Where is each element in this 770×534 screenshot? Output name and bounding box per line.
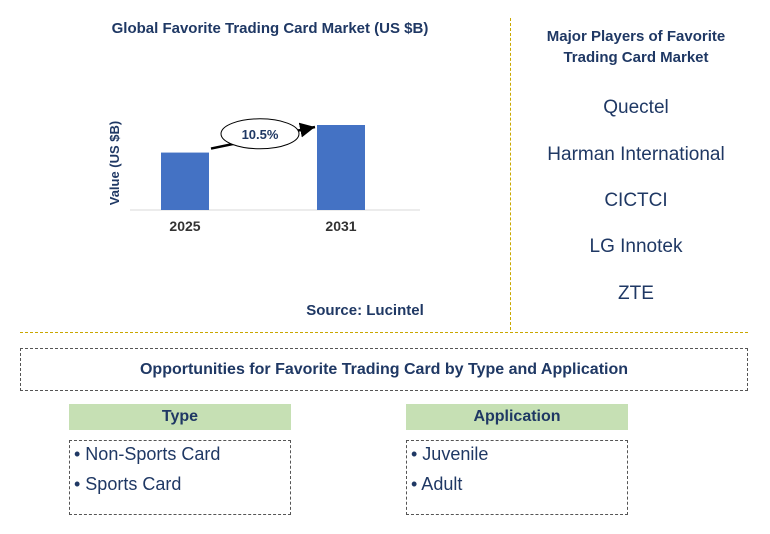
player-item: Quectel xyxy=(603,97,669,118)
application-item: • Juvenile xyxy=(411,444,489,464)
type-header: Type xyxy=(69,404,291,430)
type-list: • Non-Sports Card • Sports Card xyxy=(69,440,291,515)
opportunities-box: Opportunities for Favorite Trading Card … xyxy=(20,348,748,391)
opportunities-title: Opportunities for Favorite Trading Card … xyxy=(139,360,629,378)
player-item: Harman International xyxy=(547,144,725,165)
player-item: ZTE xyxy=(618,283,654,304)
x-tick-label: 2031 xyxy=(325,218,356,234)
type-item: • Sports Card xyxy=(74,474,182,494)
player-item: CICTCI xyxy=(604,190,668,211)
bar xyxy=(317,125,365,210)
players-title: Major Players of Favorite Trading Card M… xyxy=(546,28,726,66)
cagr-label: 10.5% xyxy=(242,127,279,142)
type-item: • Non-Sports Card xyxy=(74,444,221,464)
y-axis-label: Value (US $B) xyxy=(107,121,122,206)
application-list: • Juvenile • Adult xyxy=(406,440,628,515)
chart-title: Global Favorite Trading Card Market (US … xyxy=(111,20,429,37)
application-header: Application xyxy=(406,404,628,430)
player-item: LG Innotek xyxy=(589,236,683,257)
application-item: • Adult xyxy=(411,474,463,494)
source-label: Source: Lucintel xyxy=(306,302,424,319)
horizontal-divider xyxy=(20,332,748,333)
vertical-divider xyxy=(510,18,511,330)
cagr-bubble xyxy=(220,118,300,150)
x-tick-label: 2025 xyxy=(169,218,200,234)
bar xyxy=(161,152,209,210)
